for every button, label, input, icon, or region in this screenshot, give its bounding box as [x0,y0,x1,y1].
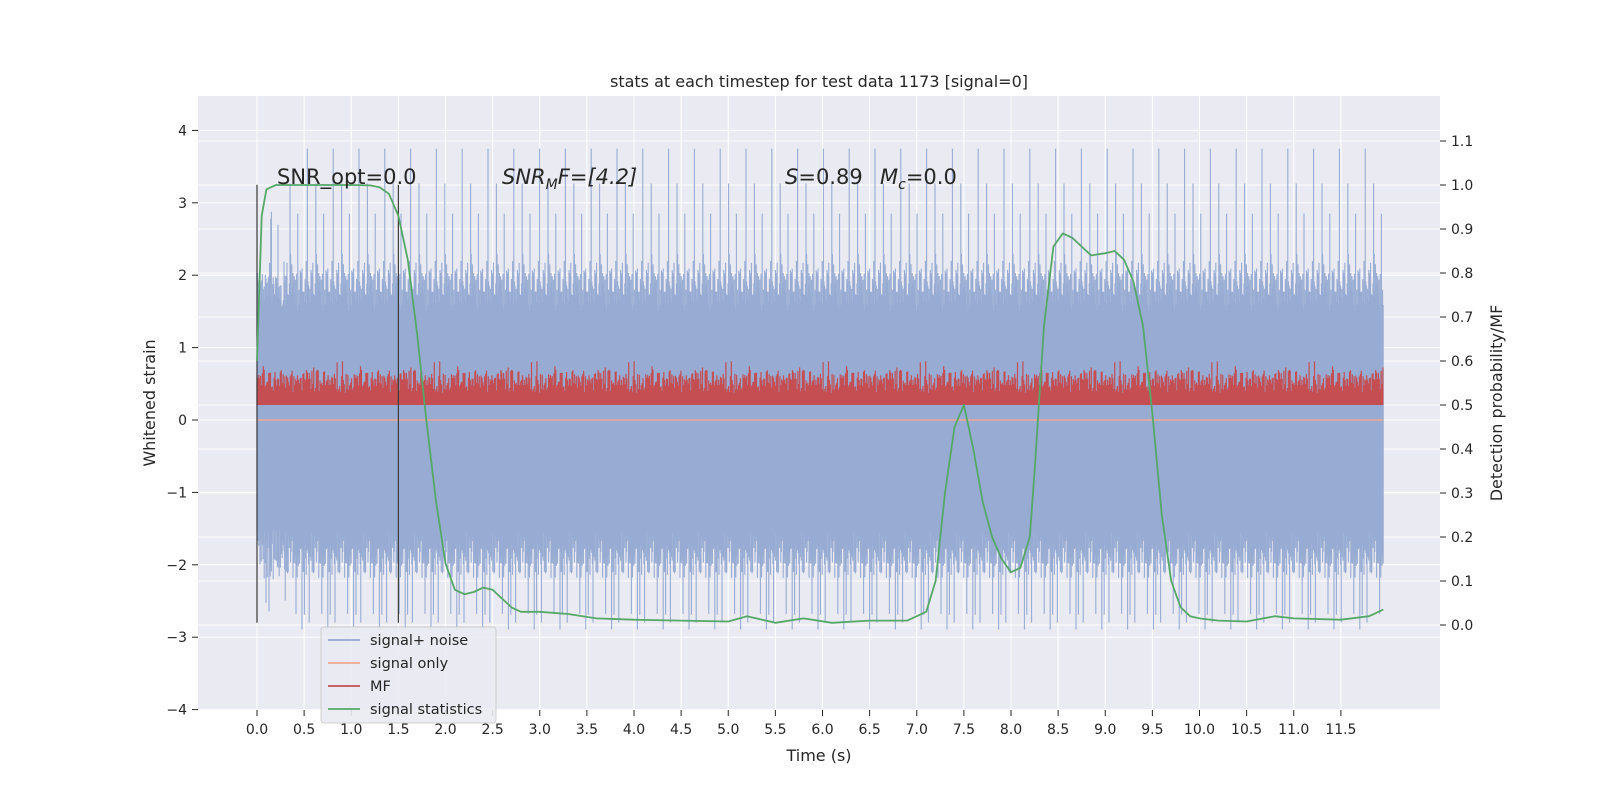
x-tick-label: 9.5 [1141,722,1163,738]
legend-label-mf: MF [370,679,391,695]
y-right-tick-label: 0.3 [1451,486,1473,502]
annotation-snr-mf: SNRMF=[4.2] [502,165,637,193]
annotation-s: S=0.89 [785,165,863,189]
y-right-tick-label: 0.5 [1451,398,1473,414]
y-right-tick-label: 0.4 [1451,442,1473,458]
x-tick-label: 3.5 [576,722,598,738]
y-left-tick-label: 1 [178,341,187,357]
x-tick-label: 8.0 [1000,722,1022,738]
x-tick-label: 1.0 [340,722,362,738]
x-tick-label: 8.5 [1047,722,1069,738]
signal-statistics-series [256,184,1384,624]
y-right-tick-label: 1.1 [1451,134,1473,150]
x-tick-label: 11.0 [1278,722,1309,738]
y-right-tick-label: 0.7 [1451,310,1473,326]
x-tick-label: 3.0 [529,722,551,738]
y-left-tick-label: −1 [166,485,187,501]
x-tick-label: 10.5 [1231,722,1262,738]
y-right-tick-label: 1.0 [1451,178,1473,194]
x-tick-label: 2.0 [434,722,456,738]
annotation-snr-opt: SNR_opt=0.0 [277,165,417,190]
x-tick-label: 6.5 [858,722,880,738]
x-tick-label: 6.0 [811,722,833,738]
x-tick-label: 0.5 [293,722,315,738]
y-left-tick-label: −2 [166,558,187,574]
y-left-tick-label: 2 [178,268,187,284]
annotation-mc: Mc=0.0 [880,165,957,193]
y-left-tick-label: −3 [166,630,187,646]
y-axis-label-right: Detection probability/MF [1487,305,1506,502]
x-tick-label: 0.0 [246,722,268,738]
legend-box [320,626,497,724]
y-right-tick-label: 0.0 [1451,618,1473,634]
x-tick-label: 7.5 [953,722,975,738]
x-tick-label: 10.0 [1184,722,1215,738]
annotation-mc-sub: c [898,177,906,193]
y-left-tick-label: 3 [178,196,187,212]
y-left-tick-label: 4 [178,123,187,139]
annotation-s-var: S [785,165,798,189]
legend: signal+ noise signal only MF signal stat… [320,626,497,724]
x-axis-label: Time (s) [785,746,851,765]
x-tick-label: 7.0 [906,722,928,738]
legend-label-signal-noise: signal+ noise [370,633,468,649]
y-left-tick-label: −4 [166,703,187,719]
x-tick-label: 5.0 [717,722,739,738]
y-right-tick-label: 0.1 [1451,574,1473,590]
x-tick-label: 2.5 [481,722,503,738]
y-right-tick-label: 0.6 [1451,354,1473,370]
y-right-tick-label: 0.9 [1451,222,1473,238]
annotation-s-val: =0.89 [798,165,862,189]
event-markers [256,184,399,623]
x-tick-label: 4.5 [670,722,692,738]
y-right-tick-label: 0.2 [1451,530,1473,546]
x-tick-label: 4.0 [623,722,645,738]
ticks: 0.0 0.5 1.0 1.5 2.0 2.5 3.0 3.5 4.0 4.5 5.0 5.5 6.0 6… [166,123,1473,738]
x-tick-label: 11.5 [1325,722,1356,738]
x-tick-label: 1.5 [387,722,409,738]
annotation-snr-mf-rest: F=[4.2] [558,165,637,189]
x-tick-label: 5.5 [764,722,786,738]
annotation-mc-val: =0.0 [906,165,957,189]
signal-statistics-line [256,184,1384,624]
x-tick-label: 9.0 [1094,722,1116,738]
legend-label-signal-only: signal only [370,656,449,672]
annotation-mc-var: M [880,165,898,189]
y-left-tick-label: 0 [178,413,187,429]
y-axis-label-left: Whitened strain [140,339,159,466]
y-right-tick-label: 0.8 [1451,266,1473,282]
legend-label-signal-statistics: signal statistics [370,702,482,718]
annotation-snr-mf-main: SNR [502,165,546,189]
annotation-snr-mf-sub: M [546,177,558,193]
chart-title: stats at each timestep for test data 117… [610,72,1028,91]
